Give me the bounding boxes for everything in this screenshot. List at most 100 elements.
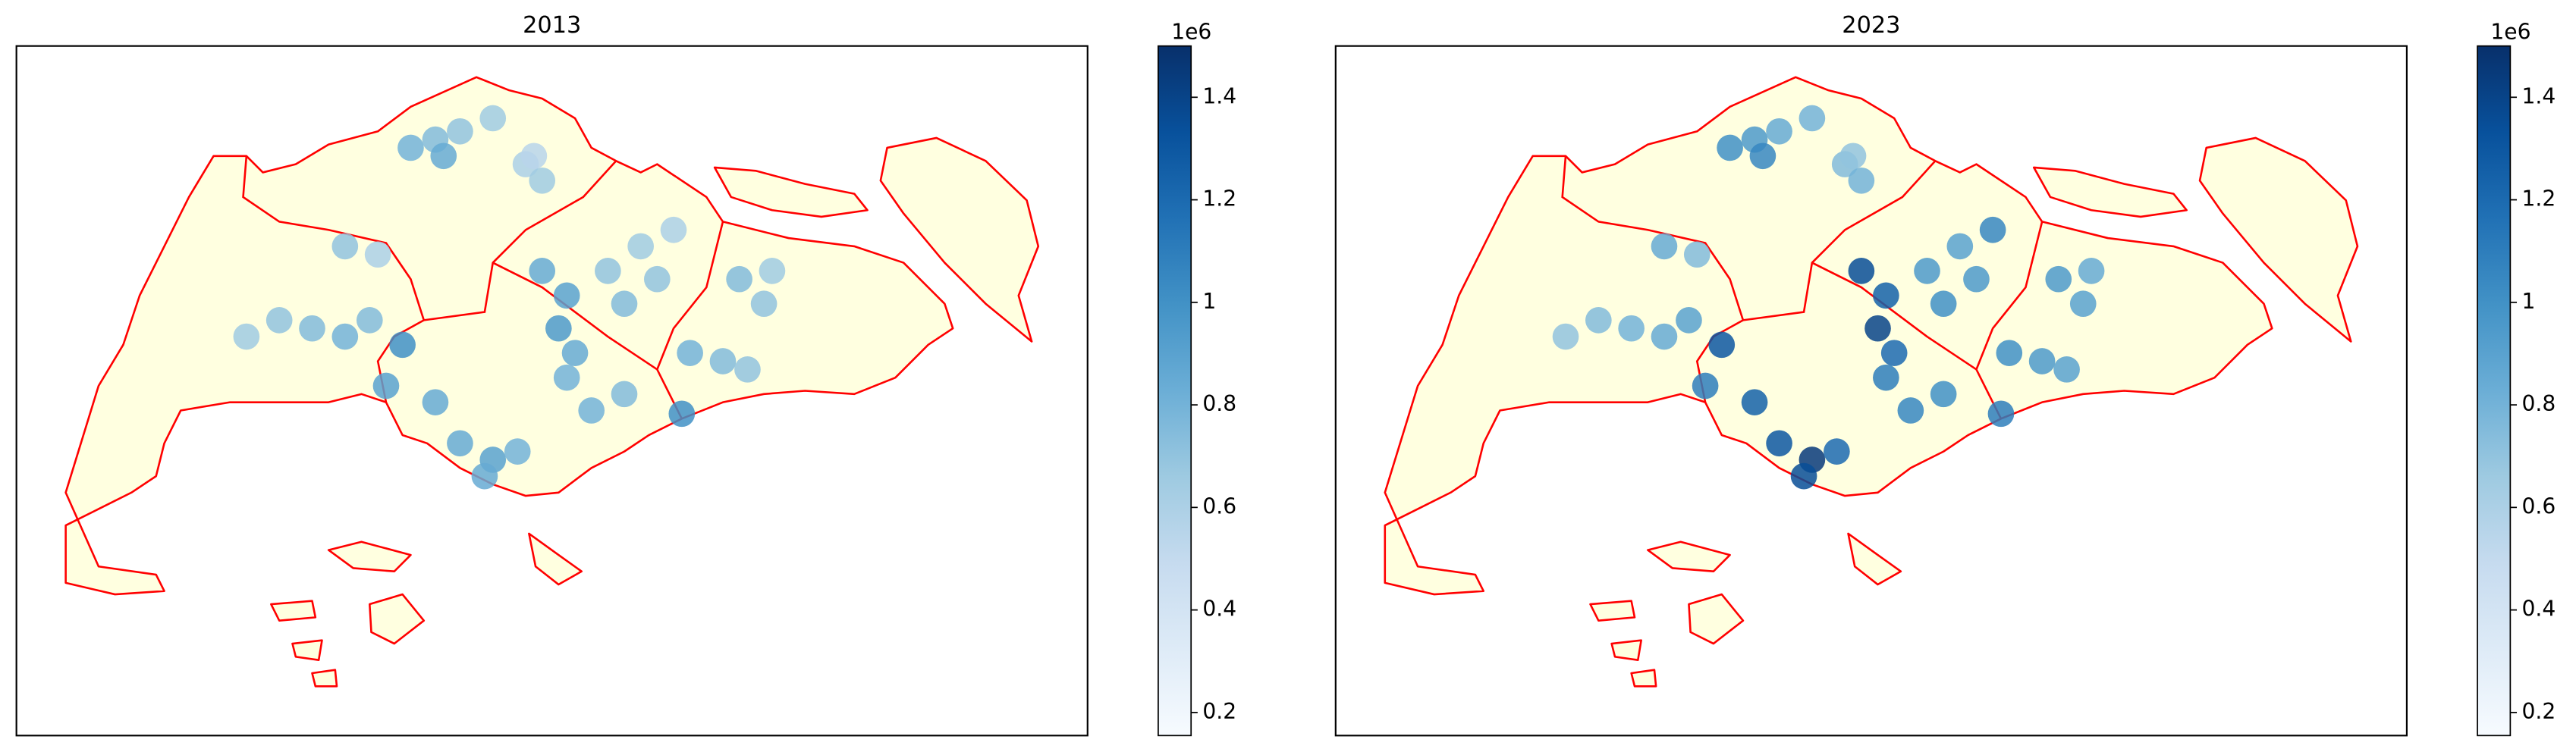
price-point — [726, 265, 752, 293]
price-point — [2053, 356, 2080, 383]
price-point — [331, 323, 359, 350]
price-point — [545, 315, 572, 342]
colorbar-tick-label: 1.4 — [2522, 83, 2556, 108]
colorbar-tick-label: 0.6 — [2522, 494, 2556, 519]
colorbar-tick-label: 1.2 — [1202, 186, 1236, 212]
price-point — [709, 348, 737, 374]
colorbar-tick-label: 0.8 — [2522, 391, 2556, 416]
price-point — [1766, 118, 1792, 145]
price-point — [1790, 462, 1817, 490]
price-point — [1798, 105, 1826, 132]
price-point — [1996, 340, 2023, 367]
price-point — [660, 216, 687, 243]
price-point — [1987, 400, 2015, 428]
price-point — [1873, 364, 1899, 391]
axes-frame — [15, 45, 1089, 737]
price-point — [644, 265, 671, 293]
price-point — [471, 462, 498, 490]
price-point — [553, 364, 580, 391]
price-point — [479, 105, 507, 132]
price-point — [1930, 290, 1957, 318]
price-point — [265, 307, 293, 334]
price-point — [611, 381, 638, 408]
price-point — [2069, 290, 2097, 318]
price-point — [627, 233, 654, 260]
panel-title: 2013 — [523, 12, 581, 39]
price-point — [561, 340, 589, 367]
colorbar — [1158, 45, 1192, 737]
price-point — [668, 400, 696, 428]
price-point — [331, 233, 359, 260]
price-point — [1963, 265, 1990, 293]
price-point — [529, 258, 556, 284]
price-point — [389, 331, 416, 359]
price-point — [422, 389, 449, 415]
price-point — [1873, 282, 1899, 309]
colorbar-offset: 1e6 — [1171, 19, 1211, 44]
axes-frame — [1334, 45, 2408, 737]
price-point — [1585, 307, 1612, 334]
price-point — [1708, 331, 1736, 359]
price-point — [372, 372, 400, 400]
price-point — [1749, 143, 1776, 170]
price-point — [504, 438, 531, 465]
coastline — [64, 76, 1040, 688]
price-point — [677, 340, 703, 367]
price-point — [1897, 397, 1924, 424]
price-point — [595, 258, 621, 284]
price-point — [520, 143, 548, 170]
colorbar-tick-label: 0.2 — [2522, 699, 2556, 724]
price-point — [233, 323, 260, 350]
colorbar — [2477, 45, 2512, 737]
price-point — [1717, 134, 1743, 161]
colorbar-tick-label: 0.2 — [1202, 699, 1236, 724]
price-point — [356, 307, 383, 334]
price-point — [1552, 323, 1579, 350]
price-point — [734, 356, 761, 383]
price-point — [1741, 389, 1768, 415]
coastline — [1384, 76, 2359, 688]
price-point — [1848, 167, 1875, 194]
colorbar-tick-label: 0.8 — [1202, 391, 1236, 416]
price-point — [1651, 323, 1678, 350]
price-point — [1930, 381, 1957, 408]
price-point — [299, 315, 325, 342]
price-point — [611, 290, 638, 318]
colorbar-tick-label: 0.4 — [2522, 597, 2556, 622]
price-point — [553, 282, 580, 309]
price-point — [430, 143, 457, 170]
colorbar-tick-label: 1 — [1202, 289, 1216, 314]
colorbar-tick-label: 1.2 — [2522, 186, 2556, 212]
price-point — [1914, 258, 1940, 284]
colorbar-tick-label: 1 — [2522, 289, 2536, 314]
colorbar-tick-label: 0.6 — [1202, 494, 1236, 519]
price-point — [1848, 258, 1875, 284]
price-point — [1692, 372, 1719, 400]
price-point — [750, 290, 778, 318]
colorbar-tick-label: 0.4 — [1202, 597, 1236, 622]
price-point — [2045, 265, 2072, 293]
price-point — [529, 167, 556, 194]
panel-title: 2023 — [1842, 12, 1900, 39]
price-point — [447, 430, 473, 457]
price-point — [1651, 233, 1678, 260]
price-point — [1683, 241, 1711, 268]
price-point — [1766, 430, 1792, 457]
price-point — [1824, 438, 1850, 465]
colorbar-tick-label: 1.4 — [1202, 83, 1236, 108]
price-point — [447, 118, 473, 145]
colorbar-offset: 1e6 — [2490, 19, 2530, 44]
price-point — [1676, 307, 1702, 334]
price-point — [2028, 348, 2056, 374]
price-point — [1839, 143, 1867, 170]
price-point — [397, 134, 424, 161]
price-point — [2078, 258, 2105, 284]
price-point — [578, 397, 605, 424]
price-point — [1618, 315, 1645, 342]
price-point — [1880, 340, 1908, 367]
price-point — [364, 241, 391, 268]
price-point — [1946, 233, 1974, 260]
price-point — [1979, 216, 2006, 243]
